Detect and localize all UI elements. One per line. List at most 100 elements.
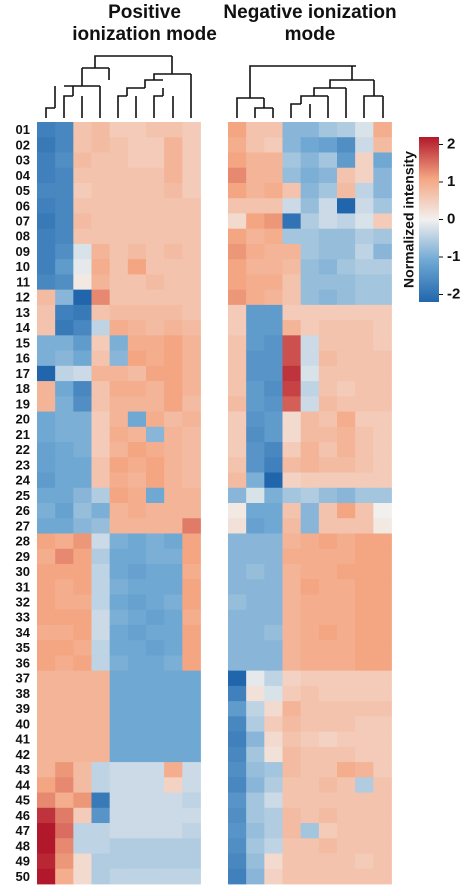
- heatmap-cell: [337, 792, 356, 809]
- heatmap-cell: [127, 807, 147, 824]
- heatmap-cell: [109, 624, 129, 641]
- heatmap-cell: [182, 228, 201, 245]
- heatmap-cell: [91, 350, 111, 367]
- heatmap-cell: [182, 152, 201, 169]
- row-label: 48: [16, 838, 30, 853]
- heatmap-cell: [73, 122, 92, 138]
- heatmap-cell: [127, 442, 147, 458]
- heatmap-cell: [55, 198, 74, 214]
- heatmap-cell: [55, 563, 74, 580]
- heatmap-cell: [109, 777, 129, 793]
- heatmap-cell: [355, 777, 374, 793]
- heatmap-cell: [264, 548, 283, 565]
- heatmap-cell: [355, 838, 374, 854]
- heatmap-cell: [91, 259, 111, 275]
- heatmap-cell: [182, 442, 201, 458]
- heatmap-cell: [282, 746, 302, 763]
- heatmap-cell: [91, 182, 111, 199]
- heatmap-cell: [109, 503, 129, 519]
- heatmap-cell: [246, 853, 265, 870]
- heatmap-cell: [337, 701, 356, 717]
- heatmap-cell: [146, 746, 165, 763]
- heatmap-cell: [146, 259, 165, 275]
- heatmap-cell: [127, 777, 147, 793]
- heatmap-cell: [373, 685, 392, 702]
- heatmap-cell: [300, 838, 320, 854]
- heatmap-cell: [91, 807, 111, 824]
- heatmap-cell: [246, 792, 265, 809]
- heatmap-cell: [337, 442, 356, 458]
- heatmap-cell: [246, 762, 265, 778]
- heatmap-cell: [55, 823, 74, 839]
- heatmap-cell: [91, 548, 111, 565]
- heatmap-cell: [91, 777, 111, 793]
- heatmap-cell: [228, 868, 247, 885]
- heatmap-cell: [228, 167, 247, 184]
- heatmap-cell: [146, 503, 165, 519]
- heatmap-cell: [91, 716, 111, 732]
- heatmap-cell: [109, 167, 129, 184]
- heatmap-cell: [282, 838, 302, 854]
- heatmap-cell: [91, 137, 111, 153]
- row-label: 29: [16, 549, 30, 564]
- heatmap-cell: [127, 182, 147, 199]
- heatmap-cell: [337, 487, 356, 504]
- heatmap-cell: [246, 823, 265, 839]
- heatmap-cell: [264, 838, 283, 854]
- heatmap-cell: [182, 274, 201, 291]
- heatmap-cell: [246, 701, 265, 717]
- heatmap-cell: [73, 350, 92, 367]
- heatmap-cell: [355, 365, 374, 382]
- heatmap-cell: [164, 274, 183, 291]
- heatmap-cell: [182, 259, 201, 275]
- heatmap-cell: [164, 563, 183, 580]
- heatmap-cell: [246, 426, 265, 443]
- heatmap-cell: [300, 533, 320, 550]
- heatmap-cell: [337, 685, 356, 702]
- heatmap-cell: [318, 167, 338, 184]
- heatmap-cell: [37, 503, 56, 519]
- heatmap-cell: [182, 320, 201, 336]
- heatmap-cell: [228, 640, 247, 656]
- heatmap-cell: [146, 655, 165, 672]
- heatmap-cell: [246, 518, 265, 534]
- heatmap-cell: [37, 198, 56, 214]
- heatmap-cell: [37, 243, 56, 260]
- heatmap-cell: [55, 472, 74, 489]
- heatmap-cell: [282, 274, 302, 291]
- heatmap-cell: [146, 853, 165, 870]
- heatmap-cell: [318, 746, 338, 763]
- heatmap-cell: [373, 182, 392, 199]
- heatmap-cell: [373, 335, 392, 351]
- heatmap-cell: [246, 259, 265, 275]
- heatmap-cell: [182, 563, 201, 580]
- heatmap-cell: [109, 579, 129, 595]
- heatmap-cell: [300, 685, 320, 702]
- heatmap-cell: [55, 259, 74, 275]
- heatmap-cell: [282, 563, 302, 580]
- heatmap-cell: [318, 152, 338, 169]
- heatmap-cell: [282, 350, 302, 367]
- heatmap-cell: [73, 487, 92, 504]
- heatmap-cell: [282, 442, 302, 458]
- heatmap-cell: [337, 152, 356, 169]
- heatmap-cell: [146, 487, 165, 504]
- heatmap-cell: [318, 701, 338, 717]
- heatmap-cell: [246, 396, 265, 412]
- heatmap-cell: [282, 594, 302, 611]
- heatmap-cell: [355, 426, 374, 443]
- heatmap-cell: [73, 335, 92, 351]
- heatmap-cell: [318, 289, 338, 306]
- heatmap-cell: [37, 122, 56, 138]
- heatmap-cell: [146, 777, 165, 793]
- heatmap-cell: [37, 838, 56, 854]
- heatmap-cell: [355, 381, 374, 397]
- heatmap-cell: [164, 594, 183, 611]
- heatmap-cell: [37, 381, 56, 397]
- heatmap-cell: [282, 198, 302, 214]
- row-label: 50: [16, 869, 30, 884]
- row-label: 11: [16, 274, 30, 289]
- heatmap-cell: [246, 655, 265, 672]
- heatmap-cell: [73, 259, 92, 275]
- heatmap-cell: [127, 198, 147, 214]
